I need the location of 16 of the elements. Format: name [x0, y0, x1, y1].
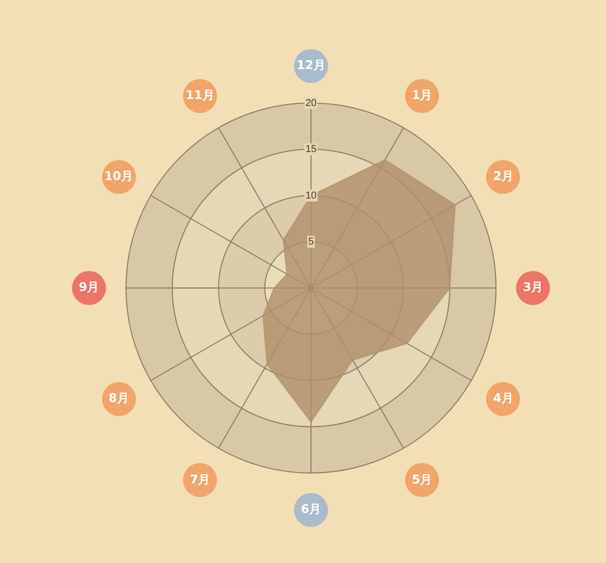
spoke-label: 10月	[104, 169, 134, 184]
spoke-label: 1月	[412, 88, 432, 102]
spoke-label: 12月	[296, 58, 326, 72]
spoke-label: 5月	[412, 472, 432, 486]
spoke-label: 3月	[522, 280, 544, 294]
spoke-label: 7月	[190, 472, 210, 486]
spoke-label: 4月	[493, 391, 514, 406]
spoke-label: 2月	[493, 169, 514, 184]
spoke-label: 8月	[108, 391, 129, 406]
spoke-label: 6月	[300, 502, 322, 516]
spoke-label: 11月	[186, 88, 214, 102]
y-tick-label: 15	[305, 144, 317, 155]
y-tick-label: 5	[308, 236, 314, 248]
y-tick-label: 20	[305, 98, 317, 109]
spoke-label: 9月	[78, 280, 100, 294]
y-tick-label: 10	[305, 190, 317, 202]
